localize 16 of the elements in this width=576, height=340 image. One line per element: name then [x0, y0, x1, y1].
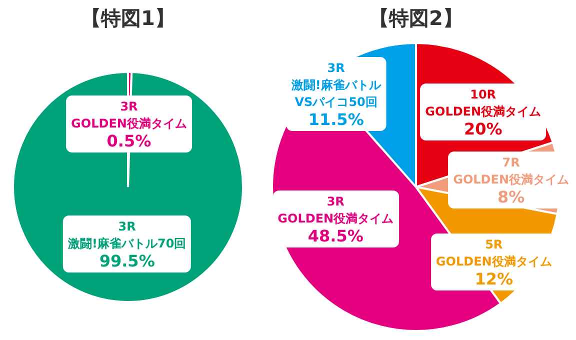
slice-label: 3R GOLDEN役満タイム: [71, 98, 187, 132]
data-label: 11.5%: [307, 110, 365, 130]
data-label: 99.5%: [98, 252, 156, 271]
data-label: 48.5%: [306, 226, 364, 246]
slice-label: 7R GOLDEN役満タイム: [453, 154, 569, 189]
slice-label: 3R 激闘!麻雀バトル VSパイコ50回: [291, 60, 381, 112]
slice-label: 10R GOLDEN役満タイム: [425, 86, 542, 120]
data-label: 8%: [496, 188, 526, 207]
data-label: 20%: [462, 119, 504, 138]
chart-title: 【特図2】: [369, 6, 463, 30]
data-label: 12%: [474, 269, 514, 288]
slice-label: 5R GOLDEN役満タイム: [436, 236, 552, 270]
slice-label: 3R GOLDEN役満タイム: [278, 193, 394, 228]
slice-label: 3R 激闘!麻雀バトル70回: [68, 218, 186, 253]
data-label: 0.5%: [106, 131, 152, 150]
chart-title: 【特図1】: [81, 6, 175, 30]
